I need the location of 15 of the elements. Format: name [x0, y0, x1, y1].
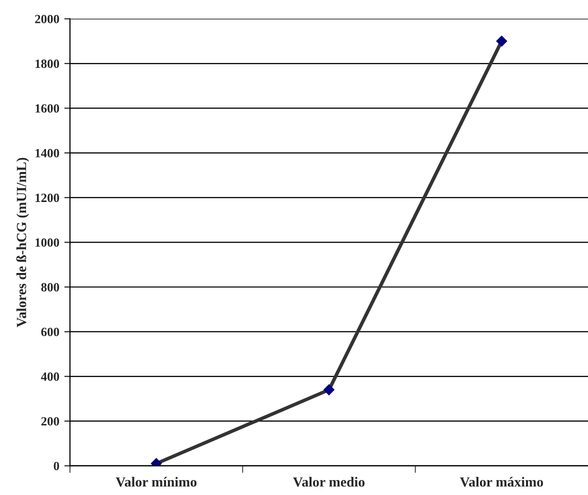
y-tick-label: 400	[40, 372, 60, 381]
y-tick-label: 200	[41, 417, 60, 426]
x-tick-label: Valor medio	[293, 476, 365, 487]
y-tick-label: 800	[41, 283, 60, 292]
y-tick-label: 1000	[36, 238, 60, 247]
x-tick-label: Valor mínimo	[116, 476, 196, 487]
y-tick-label: 1600	[36, 104, 60, 113]
x-tick-label: Valor máximo	[460, 476, 543, 487]
y-tick-label: 1800	[36, 60, 60, 68]
y-axis-title: Valores de ß-hCG (mUI/mL)	[16, 158, 29, 328]
y-tick-label: 600	[41, 328, 60, 336]
y-tick-label: 2000	[35, 14, 60, 24]
y-tick-label: 1400	[36, 148, 60, 158]
y-tick-label: 0	[54, 462, 60, 470]
y-tick-label: 1200	[36, 194, 60, 202]
